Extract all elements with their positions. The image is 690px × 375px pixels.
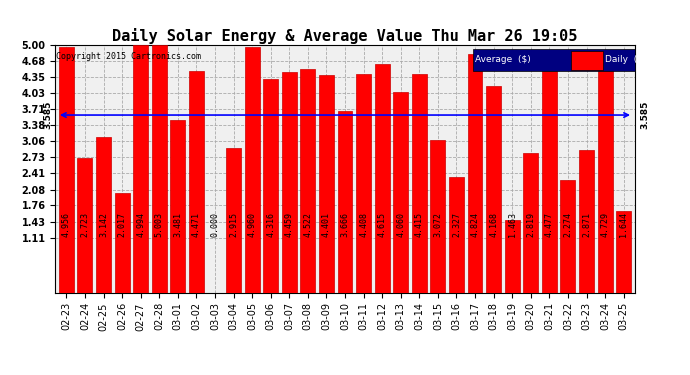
- Text: 2.723: 2.723: [81, 211, 90, 237]
- Text: 4.471: 4.471: [192, 211, 201, 237]
- Bar: [152, 45, 167, 292]
- Text: 4.960: 4.960: [248, 211, 257, 237]
- Text: 2.274: 2.274: [564, 211, 573, 237]
- Text: 3.585: 3.585: [43, 101, 52, 129]
- Text: 4.477: 4.477: [545, 211, 554, 237]
- Bar: [133, 45, 148, 292]
- Bar: [412, 74, 426, 292]
- Bar: [337, 111, 353, 292]
- Text: 4.994: 4.994: [136, 211, 145, 237]
- Bar: [59, 47, 74, 292]
- Bar: [189, 71, 204, 292]
- Bar: [505, 220, 520, 292]
- Text: 4.956: 4.956: [62, 211, 71, 237]
- Text: 4.401: 4.401: [322, 211, 331, 237]
- Bar: [598, 58, 613, 292]
- Text: 2.819: 2.819: [526, 211, 535, 237]
- Bar: [245, 47, 259, 292]
- Text: 3.481: 3.481: [173, 211, 182, 237]
- Bar: [560, 180, 575, 292]
- FancyBboxPatch shape: [473, 49, 635, 71]
- Text: 4.459: 4.459: [285, 211, 294, 237]
- Text: 4.615: 4.615: [377, 211, 386, 237]
- Bar: [449, 177, 464, 292]
- Bar: [468, 54, 482, 292]
- Text: 4.168: 4.168: [489, 211, 498, 237]
- Text: 4.060: 4.060: [396, 211, 405, 237]
- Text: 4.316: 4.316: [266, 211, 275, 237]
- Bar: [579, 150, 594, 292]
- Text: 2.327: 2.327: [452, 211, 461, 237]
- Text: 4.824: 4.824: [471, 211, 480, 237]
- Text: 1.644: 1.644: [619, 211, 628, 237]
- Text: 3.072: 3.072: [433, 211, 442, 237]
- Text: 3.666: 3.666: [340, 211, 350, 237]
- Text: 4.415: 4.415: [415, 211, 424, 237]
- Bar: [542, 71, 557, 292]
- Text: 4.729: 4.729: [600, 211, 609, 237]
- Bar: [356, 74, 371, 292]
- Title: Daily Solar Energy & Average Value Thu Mar 26 19:05: Daily Solar Energy & Average Value Thu M…: [112, 28, 578, 44]
- Text: Copyright 2015 Cartronics.com: Copyright 2015 Cartronics.com: [56, 53, 201, 62]
- Bar: [282, 72, 297, 292]
- Text: 1.463: 1.463: [508, 211, 517, 237]
- Bar: [486, 86, 501, 292]
- Bar: [264, 79, 278, 292]
- Text: 3.142: 3.142: [99, 211, 108, 237]
- Text: 2.017: 2.017: [117, 211, 126, 237]
- Bar: [431, 140, 445, 292]
- Bar: [226, 148, 241, 292]
- Bar: [523, 153, 538, 292]
- Text: Daily  ($): Daily ($): [604, 56, 646, 64]
- Bar: [77, 158, 92, 292]
- Text: 4.522: 4.522: [304, 211, 313, 237]
- Bar: [319, 75, 334, 292]
- Bar: [96, 137, 111, 292]
- Text: Average  ($): Average ($): [475, 56, 531, 64]
- Text: 3.585: 3.585: [640, 101, 649, 129]
- Bar: [616, 211, 631, 292]
- FancyBboxPatch shape: [571, 51, 603, 70]
- Text: 5.003: 5.003: [155, 211, 164, 237]
- Text: 2.871: 2.871: [582, 211, 591, 237]
- Text: 4.408: 4.408: [359, 211, 368, 237]
- Bar: [115, 193, 130, 292]
- Bar: [170, 120, 185, 292]
- Text: 2.915: 2.915: [229, 211, 238, 237]
- Bar: [375, 64, 390, 292]
- Bar: [393, 92, 408, 292]
- Bar: [300, 69, 315, 292]
- Text: 0.000: 0.000: [210, 211, 219, 237]
